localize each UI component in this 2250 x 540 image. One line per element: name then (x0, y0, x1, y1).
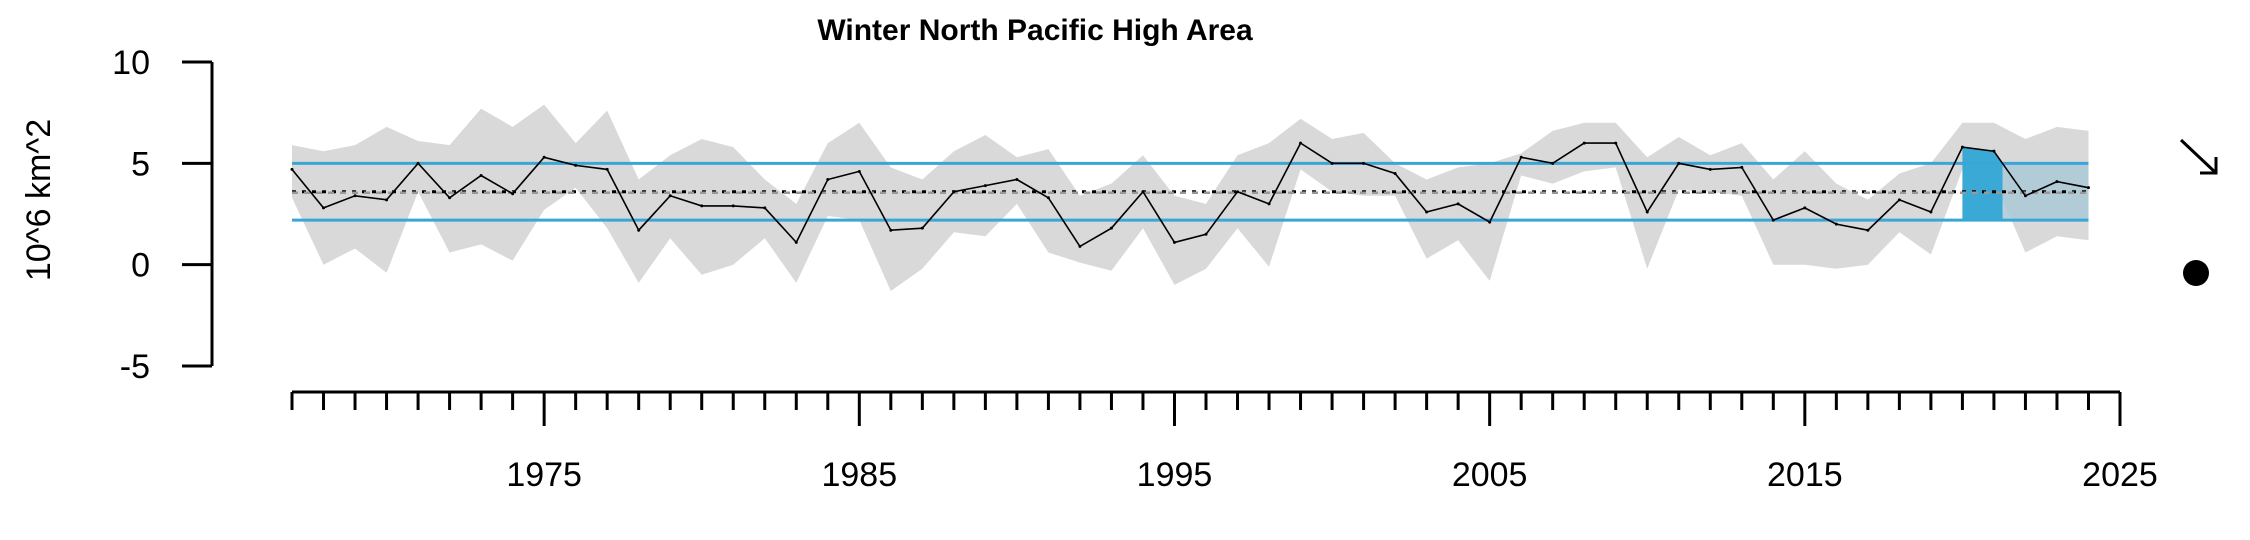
data-point (416, 161, 420, 165)
data-point (605, 167, 609, 171)
series-line (291, 141, 2089, 248)
chart-title: Winter North Pacific High Area (817, 14, 1253, 47)
data-point (1078, 244, 1082, 248)
data-point (889, 228, 893, 232)
x-tick-label: 1995 (1137, 456, 1213, 494)
data-point (1708, 167, 1712, 171)
data-point (763, 206, 767, 210)
data-point (1677, 161, 1681, 165)
data-point (1204, 232, 1208, 236)
data-point (700, 204, 704, 208)
data-point (1929, 210, 1933, 214)
data-point (1992, 149, 1996, 153)
data-point (385, 198, 389, 202)
y-tick-label: 0 (131, 247, 150, 285)
arrow-shaft (2179, 138, 2218, 175)
data-point (1834, 222, 1838, 226)
data-point (542, 155, 546, 159)
data-point (1425, 210, 1429, 214)
data-point (1803, 206, 1807, 210)
data-point (2055, 180, 2059, 184)
y-tick-label: -5 (120, 348, 150, 386)
data-point (1645, 210, 1649, 214)
x-tick-label: 2025 (2082, 456, 2158, 494)
data-point (511, 192, 515, 196)
data-point (1330, 161, 1334, 165)
data-point (920, 226, 924, 230)
y-axis-title: 10^6 km^2 (20, 119, 58, 281)
data-point (1866, 228, 1870, 232)
data-point (574, 163, 578, 167)
data-point (1897, 198, 1901, 202)
data-point (1267, 202, 1271, 206)
data-point (322, 206, 326, 210)
data-point (1740, 165, 1744, 169)
x-tick-label: 2005 (1452, 456, 1528, 494)
data-point (1299, 141, 1303, 145)
data-point (731, 204, 735, 208)
data-point (479, 173, 483, 177)
data-point (290, 167, 294, 171)
x-tick-label: 1975 (506, 456, 582, 494)
data-point (1771, 218, 1775, 222)
data-point (353, 194, 357, 198)
axes: -5 0 5 10 1975 1985 1995 2005 2015 2025 (112, 44, 2158, 494)
data-point (1172, 240, 1176, 244)
data-point (637, 228, 641, 232)
data-point (1960, 145, 1964, 149)
plot-area (290, 104, 2090, 291)
data-point (857, 169, 861, 173)
data-point (1046, 196, 1050, 200)
data-point (1551, 161, 1555, 165)
data-point (952, 190, 956, 194)
y-tick-label: 5 (131, 145, 150, 183)
uncertainty-band (292, 104, 2089, 291)
x-tick-label: 2015 (1767, 456, 1843, 494)
data-point (1519, 155, 1523, 159)
recent-above-sd-fill (1962, 147, 2003, 221)
data-point (1236, 190, 1240, 194)
data-point (794, 240, 798, 244)
arrow-head (2200, 157, 2218, 175)
data-point (1582, 141, 1586, 145)
arrow-down-right-icon (2179, 138, 2218, 175)
data-point (1614, 141, 1618, 145)
filled-circle-icon (2183, 260, 2209, 286)
data-point (1141, 190, 1145, 194)
data-point (1362, 161, 1366, 165)
data-point (448, 196, 452, 200)
data-point (2023, 194, 2027, 198)
data-point (983, 184, 987, 188)
data-point (826, 178, 830, 182)
status-symbols (2179, 138, 2218, 286)
data-point (2086, 186, 2090, 190)
data-point (1488, 220, 1492, 224)
y-tick-label: 10 (112, 44, 150, 82)
data-point (1015, 178, 1019, 182)
data-point (668, 194, 672, 198)
data-point (1393, 171, 1397, 175)
data-point (1456, 202, 1460, 206)
data-point (1109, 226, 1113, 230)
x-tick-label: 1985 (821, 456, 897, 494)
